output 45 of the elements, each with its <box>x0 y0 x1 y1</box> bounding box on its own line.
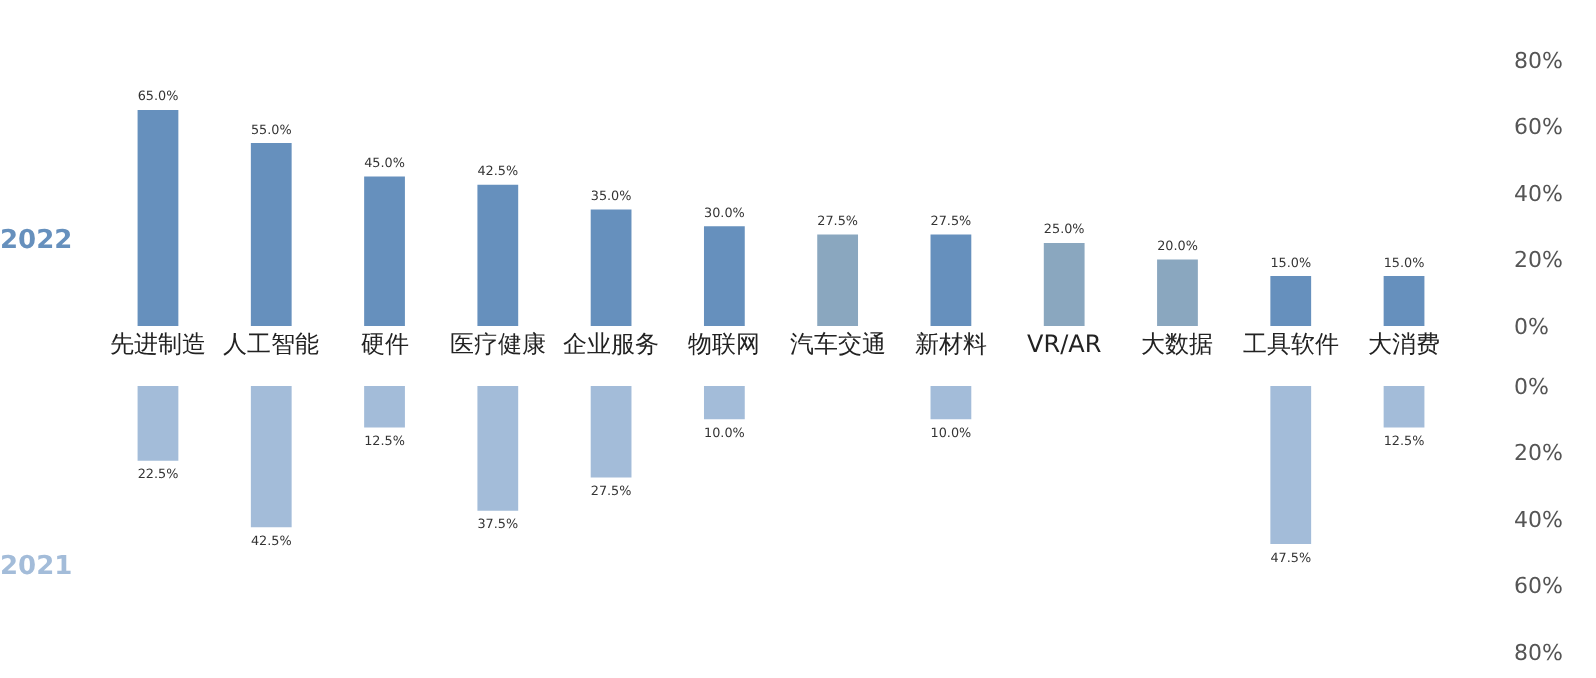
bar <box>930 386 972 420</box>
y-tick-label: 40% <box>1514 506 1563 533</box>
bar <box>1383 386 1425 428</box>
bar <box>477 184 519 326</box>
y-tick-label: 60% <box>1514 114 1563 141</box>
y-tick-label: 20% <box>1514 247 1563 274</box>
bar <box>930 234 972 326</box>
bar <box>364 176 405 326</box>
x-tick-label: 企业服务 <box>563 330 660 358</box>
y-tick-label: 80% <box>1514 47 1563 74</box>
bar <box>817 234 859 326</box>
x-tick-label: 汽车交通 <box>789 330 886 358</box>
bar <box>1043 242 1085 326</box>
bar <box>590 209 632 326</box>
bar <box>1270 276 1312 326</box>
bar <box>364 386 405 428</box>
y-tick-label: 20% <box>1514 440 1563 467</box>
x-tick-label: 大数据 <box>1141 330 1214 358</box>
y-tick-label: 40% <box>1514 180 1563 207</box>
bar <box>1270 386 1312 544</box>
y-tick-label: 80% <box>1514 639 1563 666</box>
x-tick-label: 硬件 <box>360 330 409 358</box>
x-tick-label: 人工智能 <box>223 330 320 358</box>
bar <box>1383 276 1425 326</box>
bar <box>590 386 632 478</box>
bar <box>250 143 292 326</box>
x-tick-label: VR/AR <box>1027 330 1102 358</box>
y-tick-label: 60% <box>1514 573 1563 600</box>
bar <box>137 386 179 461</box>
text: 2022 <box>0 226 73 256</box>
bar <box>137 109 179 326</box>
bar <box>1157 259 1198 326</box>
bar <box>477 386 519 511</box>
bar <box>703 386 745 420</box>
x-tick-label: 大消费 <box>1368 330 1441 358</box>
y-tick-label: 0% <box>1514 313 1549 340</box>
bar <box>250 386 292 528</box>
bar <box>703 226 745 326</box>
x-tick-label: 新材料 <box>914 330 987 358</box>
x-tick-label: 工具软件 <box>1242 330 1339 358</box>
text: 2021 <box>0 552 73 582</box>
x-tick-label: 先进制造 <box>109 330 206 358</box>
x-tick-label: 物联网 <box>688 330 761 358</box>
x-tick-label: 医疗健康 <box>449 330 546 358</box>
y-tick-label: 0% <box>1514 373 1549 400</box>
